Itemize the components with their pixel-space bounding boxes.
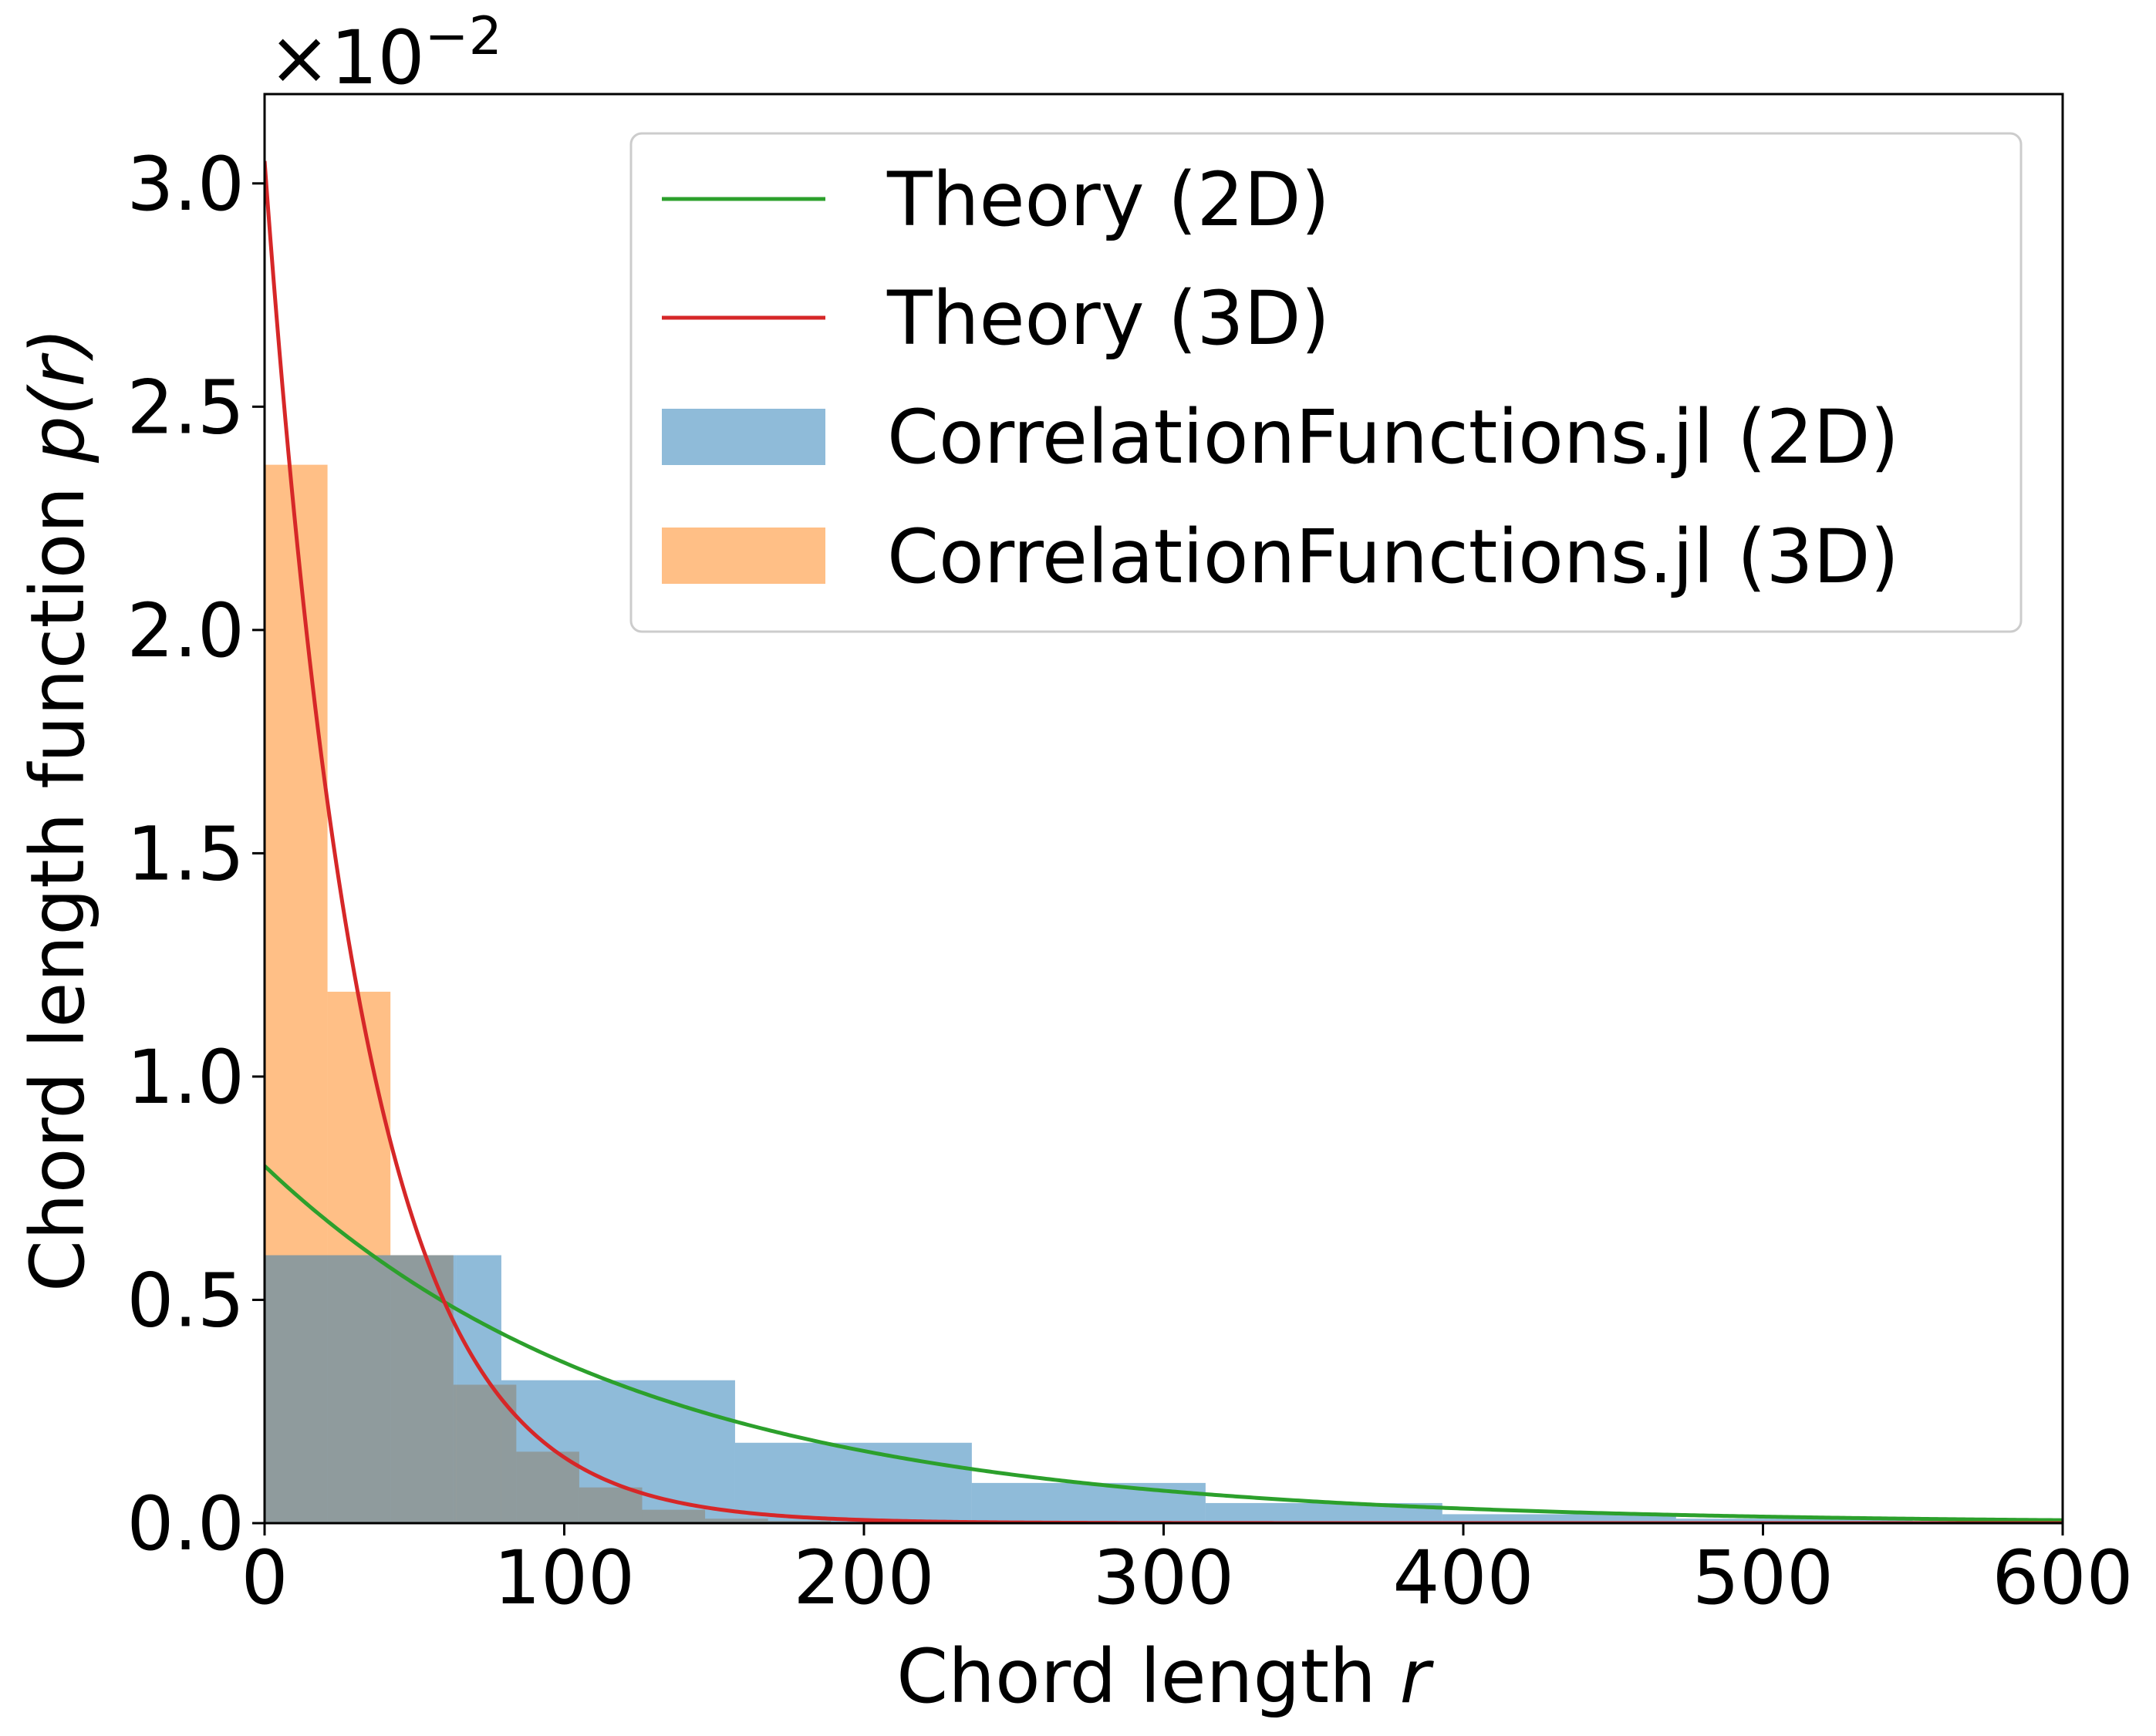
y-tick-label-1: 0.5 <box>127 1257 245 1343</box>
x-tick-label-6: 600 <box>1992 1535 2133 1621</box>
hist-2d-bar-4 <box>971 1482 1206 1523</box>
y-tick-label-4: 2.0 <box>127 588 245 674</box>
y-multiplier: ×10−2 <box>268 6 502 101</box>
y-tick-label-2: 1.0 <box>127 1034 245 1121</box>
theory-2d-line <box>265 1164 2063 1522</box>
x-tick-label-1: 100 <box>494 1535 635 1621</box>
x-axis-label-text: Chord length <box>896 1633 1376 1720</box>
x-tick-label-0: 0 <box>241 1535 288 1621</box>
x-axis-ticks: 0 100 200 300 400 500 600 <box>241 1523 2134 1621</box>
x-tick-label-4: 400 <box>1392 1535 1533 1621</box>
x-tick-label-5: 500 <box>1692 1535 1834 1621</box>
y-axis-label-var: p(r) <box>15 328 101 463</box>
histogram-2d <box>265 1255 2063 1523</box>
legend-label-theory-3d: Theory (3D) <box>886 275 1330 362</box>
y-tick-label-5: 2.5 <box>127 364 245 450</box>
legend-label-cf-3d: CorrelationFunctions.jl (3D) <box>887 514 1899 600</box>
legend-label-theory-2d: Theory (2D) <box>886 157 1330 243</box>
y-axis-ticks: 0.0 0.5 1.0 1.5 2.0 2.5 3.0 <box>127 141 265 1567</box>
y-multiplier-exponent: −2 <box>425 6 502 67</box>
legend-swatch-cf-2d <box>662 409 825 465</box>
legend-box <box>629 132 2023 633</box>
hist-2d-bar-3 <box>734 1442 972 1523</box>
x-axis-label-var: r <box>1399 1633 1434 1720</box>
y-tick-label-6: 3.0 <box>127 141 245 228</box>
x-tick-label-2: 200 <box>793 1535 934 1621</box>
y-axis-label: Chord length function p(r) <box>15 328 101 1292</box>
hist-2d-bar-2 <box>501 1380 735 1523</box>
hist-2d-bar-0 <box>265 1255 457 1523</box>
legend: Theory (2D) Theory (3D) CorrelationFunct… <box>629 132 2023 633</box>
x-axis-label: Chord length r <box>896 1633 1434 1720</box>
legend-label-cf-2d: CorrelationFunctions.jl (2D) <box>887 394 1899 480</box>
legend-swatch-cf-3d <box>662 528 825 584</box>
x-tick-label-3: 300 <box>1093 1535 1234 1621</box>
hist-2d-bar-7 <box>1675 1519 1913 1523</box>
y-multiplier-base: ×10 <box>268 15 425 101</box>
y-tick-label-0: 0.0 <box>127 1481 245 1567</box>
y-tick-label-3: 1.5 <box>127 811 245 897</box>
hist-2d-bar-6 <box>1442 1514 1676 1523</box>
y-axis-label-text: Chord length function <box>15 487 101 1293</box>
